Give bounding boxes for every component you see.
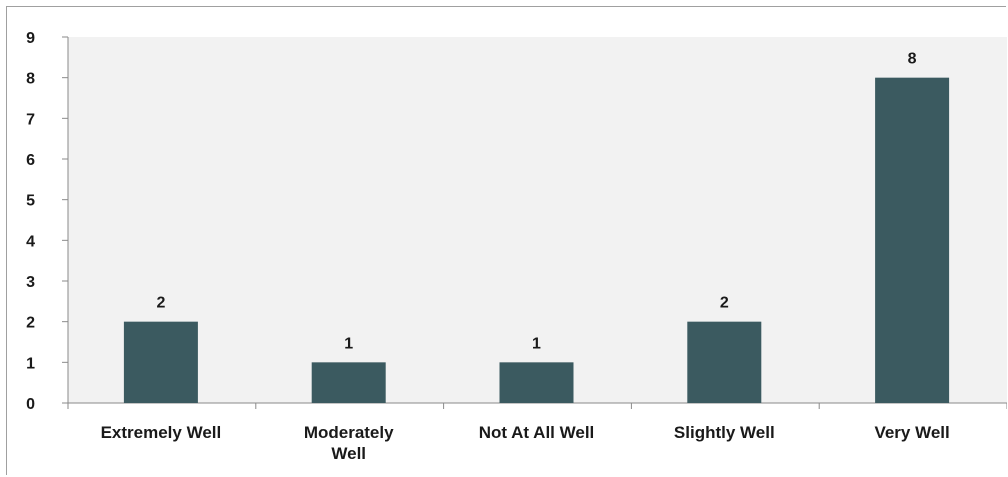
bar (499, 362, 574, 403)
category-label: Moderately (304, 423, 394, 442)
data-label: 1 (344, 335, 353, 352)
y-tick-label: 9 (26, 30, 35, 47)
plot-area (68, 37, 1007, 403)
category-label: Slightly Well (674, 423, 775, 442)
data-labels: 2 1 1 2 8 (156, 51, 916, 353)
category-label: Well (331, 444, 366, 463)
chart-container: 0 1 2 3 4 5 6 7 8 9 2 1 1 2 8 Extremely Well Moderatel… (6, 6, 1007, 475)
y-tick-label: 8 (26, 71, 35, 88)
data-label: 1 (532, 335, 541, 352)
y-tick-label: 5 (26, 193, 35, 210)
data-label: 2 (156, 295, 165, 312)
category-labels: Extremely Well Moderately Well Not At All W… (101, 423, 950, 463)
y-tick-label: 4 (26, 233, 35, 250)
bar (311, 362, 386, 403)
x-axis (67, 402, 1007, 409)
bar (875, 77, 950, 404)
category-label: Extremely Well (101, 423, 222, 442)
bar-chart: 0 1 2 3 4 5 6 7 8 9 2 1 1 2 8 Extremely Well Moderatel… (26, 30, 1007, 463)
y-tick-label: 7 (26, 111, 35, 128)
y-tick-label: 3 (26, 274, 35, 291)
bar (123, 321, 198, 403)
y-tick-label: 2 (26, 315, 35, 332)
category-label: Very Well (874, 423, 949, 442)
y-tick-label: 6 (26, 152, 35, 169)
data-label: 2 (720, 295, 729, 312)
category-label: Not At All Well (479, 423, 595, 442)
y-tick-label: 1 (26, 355, 35, 372)
data-label: 8 (908, 51, 917, 68)
y-axis: 0 1 2 3 4 5 6 7 8 9 (26, 30, 69, 413)
bar (687, 321, 762, 403)
y-tick-label: 0 (26, 396, 35, 413)
bars (123, 77, 950, 404)
